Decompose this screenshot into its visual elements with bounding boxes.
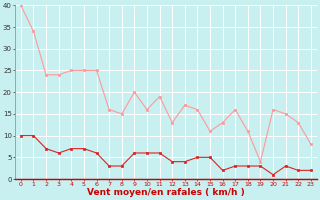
X-axis label: Vent moyen/en rafales ( km/h ): Vent moyen/en rafales ( km/h ) xyxy=(87,188,245,197)
